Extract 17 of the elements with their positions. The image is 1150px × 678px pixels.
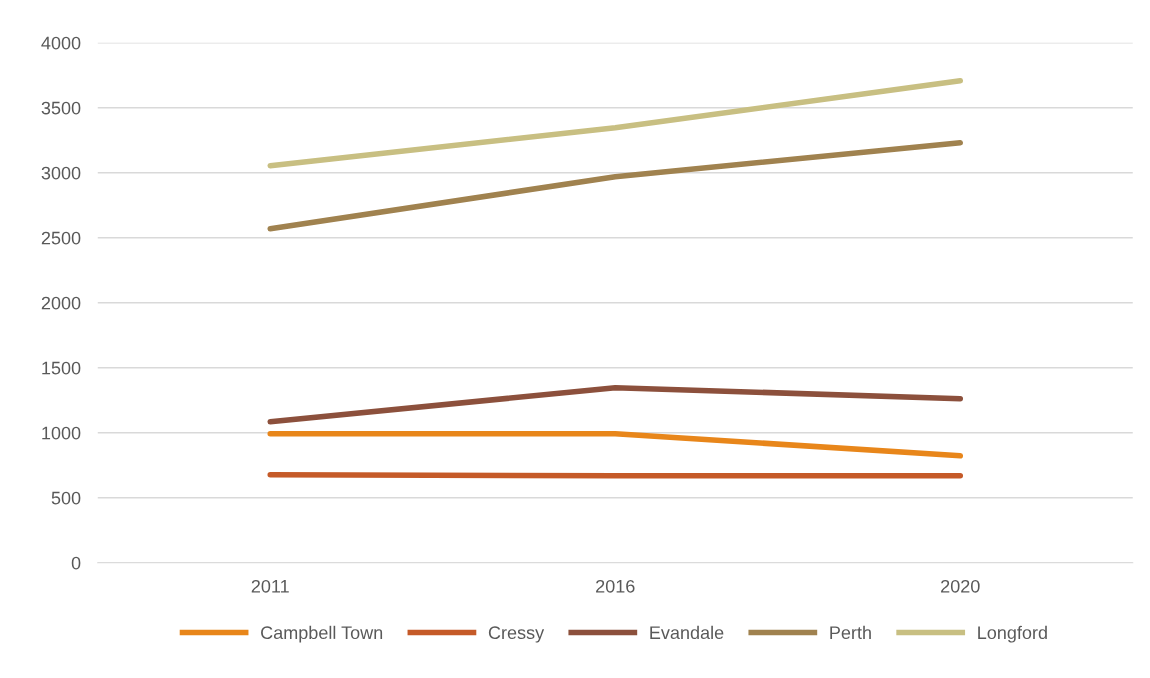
legend-label: Campbell Town [261, 625, 383, 643]
y-tick-label: 3500 [41, 101, 81, 115]
y-tick-label: 3000 [41, 166, 81, 180]
legend-label: Perth [830, 625, 871, 640]
y-tick-label: 4000 [41, 36, 81, 50]
y-tick-label: 0 [71, 556, 81, 570]
legend-label: Longford [978, 625, 1047, 643]
y-tick-label: 2000 [41, 296, 81, 310]
y-tick-label: 1000 [42, 426, 81, 440]
legend-label: Evandale [650, 625, 724, 640]
y-tick-label: 500 [51, 491, 81, 505]
x-tick-label: 2016 [596, 579, 635, 593]
y-tick-label: 1500 [42, 361, 81, 375]
x-tick-label: 2011 [251, 579, 289, 593]
x-tick-label: 2020 [941, 579, 980, 593]
y-tick-label: 2500 [41, 231, 81, 245]
legend-label: Cressy [488, 626, 545, 643]
